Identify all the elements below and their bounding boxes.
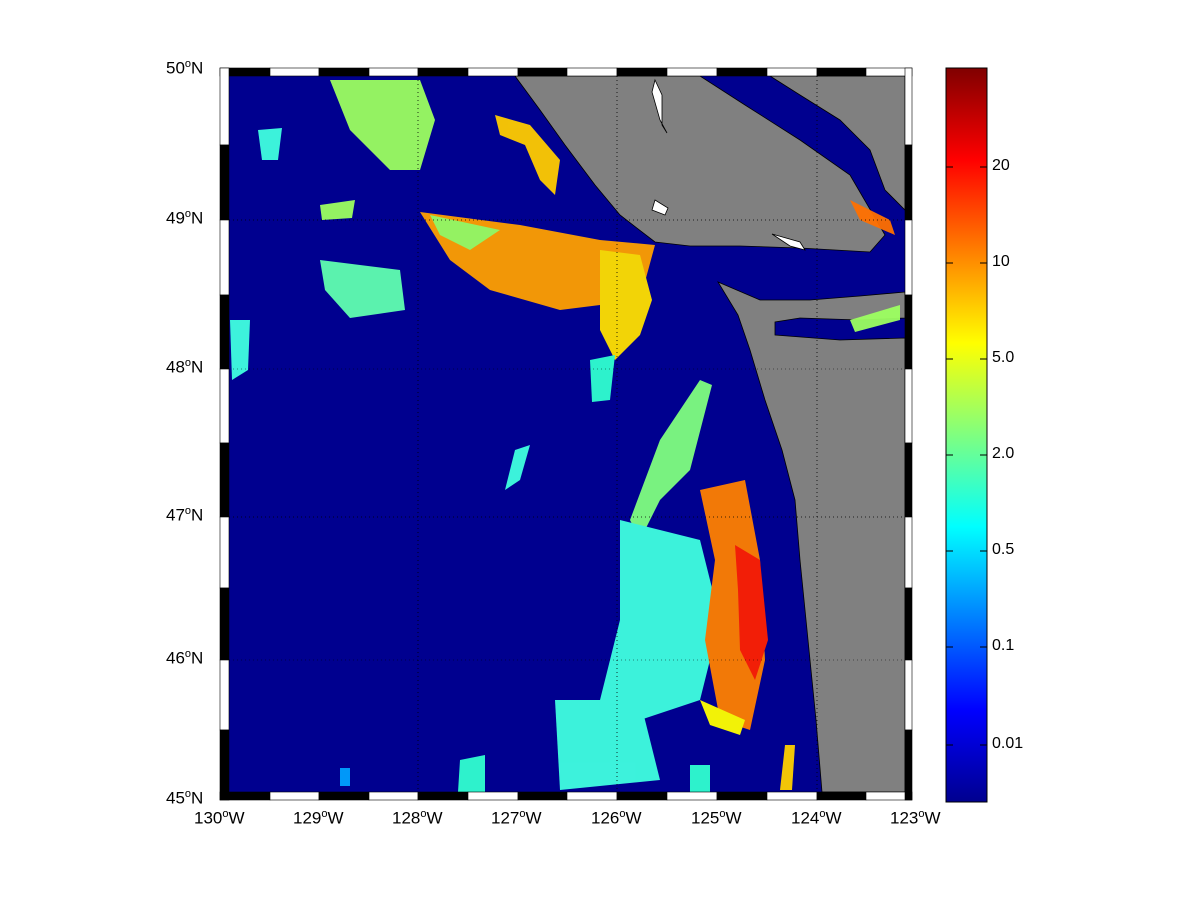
longitude-label: 129oW <box>293 808 344 828</box>
colorbar-tick-label: 5.0 <box>992 349 1015 366</box>
colorbar-tick-label: 0.01 <box>992 735 1024 752</box>
colorbar-tick-label: 0.5 <box>992 541 1015 558</box>
latitude-label: 46oN <box>166 648 204 668</box>
latitude-label: 48oN <box>166 357 204 377</box>
longitude-label: 126oW <box>591 808 642 828</box>
colorbar-tick-label: 20 <box>992 157 1010 174</box>
longitude-label: 128oW <box>392 808 443 828</box>
longitude-label: 130oW <box>194 808 245 828</box>
longitude-label: 124oW <box>791 808 842 828</box>
longitude-label: 127oW <box>491 808 542 828</box>
colorbar-tick-label: 0.1 <box>992 637 1015 654</box>
data-patches <box>230 80 900 792</box>
colorbar-tick-label: 2.0 <box>992 445 1015 462</box>
colorbar-ticks <box>946 166 987 746</box>
lakes <box>651 78 806 251</box>
latitude-label: 45oN <box>166 788 204 808</box>
latitude-label: 50oN <box>166 58 204 78</box>
longitude-label: 123oW <box>890 808 941 828</box>
longitude-label: 125oW <box>691 808 742 828</box>
colorbar <box>945 67 988 803</box>
graticule <box>229 76 905 792</box>
vancouver-island <box>514 75 886 253</box>
colorbar-tick-label: 10 <box>992 253 1010 270</box>
map-frame-border <box>219 67 913 801</box>
latitude-label: 47oN <box>166 505 204 525</box>
latitude-label: 49oN <box>166 208 204 228</box>
